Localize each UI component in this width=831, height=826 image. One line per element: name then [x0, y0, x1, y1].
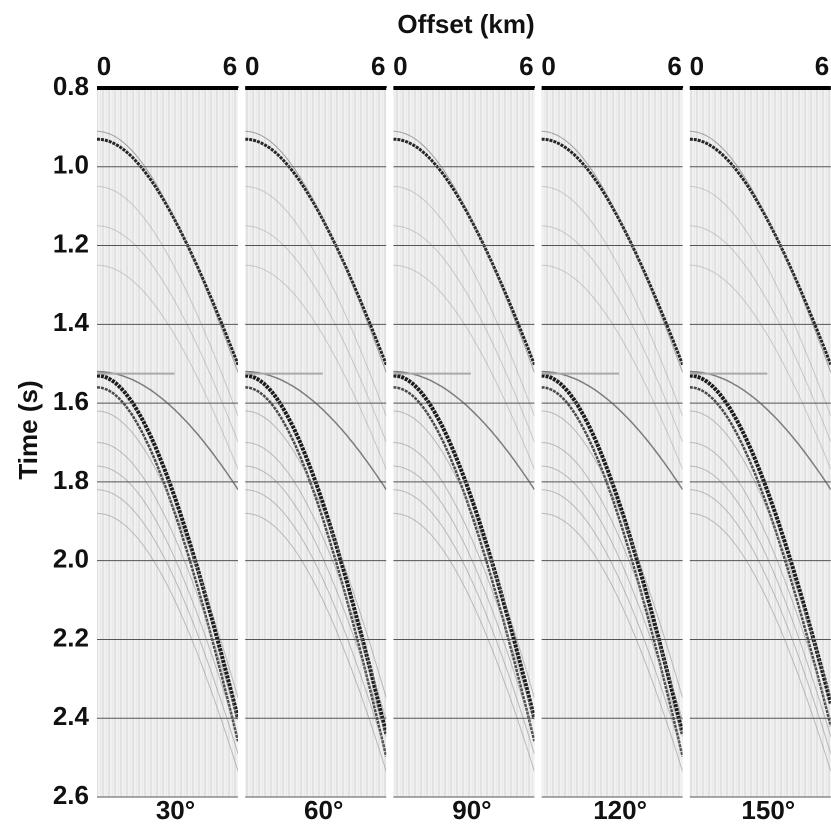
seismic-event: [245, 137, 387, 366]
seismic-event: [393, 264, 535, 470]
panel: [689, 86, 831, 798]
seismic-event: [245, 186, 387, 417]
seismic-event: [245, 489, 387, 755]
x-tick-label: 6: [371, 51, 385, 81]
seismic-event: [541, 137, 683, 366]
seismic-event: [97, 137, 238, 366]
seismic-event: [393, 465, 535, 737]
panel-background: [541, 88, 683, 797]
panel: [97, 86, 239, 798]
seismic-event: [689, 373, 831, 704]
seismic-event: [541, 512, 683, 772]
seismic-event: [393, 373, 535, 719]
seismic-event: [541, 465, 683, 737]
seismic-event: [541, 186, 683, 417]
x-tick-label: 0: [541, 51, 555, 81]
seismic-event: [393, 489, 535, 755]
seismic-event: [689, 264, 831, 470]
seismic-event: [97, 410, 238, 698]
y-tick-label: 2.4: [53, 701, 90, 731]
seismic-event: [393, 225, 535, 443]
y-tick-label: 2.6: [53, 780, 89, 810]
panel: [541, 86, 684, 798]
seismic-event: [97, 386, 238, 742]
y-tick-label: 1.6: [53, 386, 89, 416]
panel-background: [97, 88, 238, 797]
panel-label: 60°: [304, 795, 343, 825]
x-tick-label: 0: [393, 51, 407, 81]
seismic-event: [541, 410, 683, 698]
seismic-event: [541, 442, 683, 721]
seismic-event: [541, 264, 683, 470]
seismic-event: [97, 373, 238, 719]
events: [393, 130, 535, 772]
y-tick-label: 0.8: [53, 71, 89, 101]
seismic-event: [245, 386, 387, 757]
seismic-event: [97, 465, 238, 737]
panel-label: 120°: [593, 795, 647, 825]
seismic-event: [541, 386, 683, 757]
events: [689, 130, 831, 772]
seismic-event: [689, 489, 831, 755]
panel-background: [245, 88, 387, 797]
events: [97, 130, 238, 772]
seismic-event: [689, 386, 831, 727]
panel-label: 90°: [452, 795, 491, 825]
seismic-event: [245, 130, 387, 373]
x-tick-label: 0: [97, 51, 111, 81]
seismic-event: [689, 442, 831, 721]
x-tick-label: 6: [667, 51, 681, 81]
seismic-event: [689, 410, 831, 698]
y-tick-label: 1.4: [53, 307, 90, 337]
seismic-event: [393, 386, 535, 742]
seismic-event: [393, 186, 535, 417]
seismic-event: [689, 130, 831, 373]
x-tick-label: 0: [245, 51, 259, 81]
seismic-event: [97, 442, 238, 721]
panel-background: [689, 88, 831, 797]
x-tick-label: 0: [690, 51, 704, 81]
seismic-event: [97, 130, 238, 373]
seismic-event: [245, 264, 387, 470]
panel: [245, 86, 387, 798]
seismic-event: [245, 442, 387, 721]
seismic-event: [393, 512, 535, 772]
seismic-event: [689, 465, 831, 737]
y-tick-label: 2.2: [53, 622, 89, 652]
seismic-event: [689, 225, 831, 443]
seismic-event: [97, 489, 238, 755]
seismic-event: [541, 489, 683, 755]
x-tick-label: 6: [519, 51, 533, 81]
panel-label: 30°: [156, 795, 195, 825]
seismic-event: [97, 512, 238, 772]
x-tick-label: 6: [223, 51, 237, 81]
seismic-event: [97, 186, 238, 417]
x-tick-label: 6: [815, 51, 829, 81]
y-tick-label: 1.2: [53, 228, 89, 258]
seismic-event: [393, 137, 535, 366]
panel: [393, 86, 535, 798]
seismic-event: [245, 225, 387, 443]
panel-label: 150°: [741, 795, 795, 825]
seismic-event: [97, 264, 238, 470]
seismic-event: [245, 410, 387, 698]
seismic-event: [245, 512, 387, 772]
panel-background: [393, 88, 535, 797]
seismic-event: [689, 512, 831, 772]
seismic-event: [393, 442, 535, 721]
y-axis-label: Time (s): [13, 380, 43, 479]
chart-title: Offset (km): [397, 9, 534, 39]
y-tick-label: 2.0: [53, 544, 89, 574]
seismic-event: [689, 186, 831, 417]
seismic-event: [541, 225, 683, 443]
seismic-event: [245, 465, 387, 737]
seismic-event: [689, 137, 831, 366]
seismic-event: [393, 130, 535, 373]
y-tick-label: 1.0: [53, 150, 89, 180]
seismic-event: [393, 410, 535, 698]
y-tick-label: 1.8: [53, 465, 89, 495]
seismic-event: [97, 225, 238, 443]
seismic-event: [541, 130, 683, 373]
